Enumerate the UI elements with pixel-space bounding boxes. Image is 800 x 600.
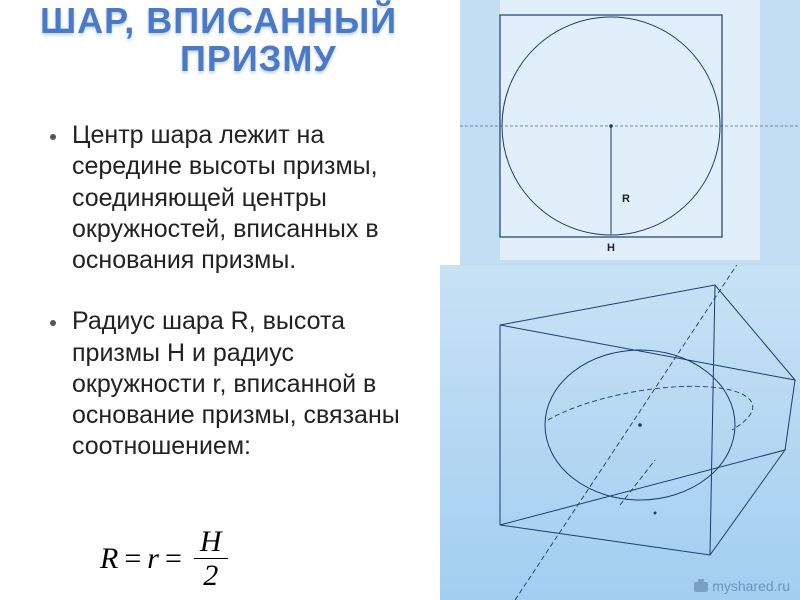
- title-line-2: ПРИЗМУ: [180, 38, 397, 80]
- diagram-top-svg: R H: [460, 0, 800, 270]
- diagram-circle-in-square: R H: [460, 0, 800, 270]
- base-center-dot: [654, 512, 657, 515]
- formula-var-R: R: [100, 542, 118, 576]
- diagram-bottom-svg: [440, 265, 800, 600]
- equals-sign: =: [124, 542, 141, 576]
- prism-base-top: [500, 285, 795, 380]
- label-R: R: [622, 193, 630, 205]
- prism-edge: [785, 380, 795, 450]
- watermark: myshared.ru: [694, 578, 790, 594]
- equals-sign: =: [165, 542, 182, 576]
- sphere-equator-dashed: [548, 386, 753, 430]
- slide-title: ШАР, ВПИСАННЫЙ ПРИЗМУ: [40, 0, 397, 80]
- title-line-1: ШАР, ВПИСАННЫЙ: [40, 0, 397, 42]
- fraction-denominator: 2: [197, 559, 224, 592]
- diagram-sphere-in-prism: myshared.ru: [440, 265, 800, 600]
- list-item: Радиус шара R, высота призмы H и радиус …: [50, 306, 430, 462]
- formula-var-r: r: [147, 542, 159, 576]
- bullet-icon: [50, 320, 56, 326]
- sphere-center-dot: [638, 423, 642, 427]
- bullet-text: Центр шара лежит на середине высоты приз…: [72, 120, 430, 276]
- prism-edge: [710, 285, 715, 555]
- formula: R = r = H 2: [100, 525, 228, 592]
- watermark-text: myshared.ru: [712, 578, 790, 594]
- prism-base-bottom: [500, 450, 785, 555]
- axis-line: [515, 265, 740, 600]
- bullet-icon: [50, 134, 56, 140]
- label-H: H: [607, 242, 615, 254]
- axis-line-2: [620, 460, 655, 505]
- fraction: H 2: [194, 525, 228, 592]
- bullet-list: Центр шара лежит на середине высоты приз…: [50, 120, 430, 493]
- fraction-numerator: H: [194, 525, 228, 559]
- bullet-text: Радиус шара R, высота призмы H и радиус …: [72, 306, 430, 462]
- camera-icon: [694, 582, 708, 592]
- list-item: Центр шара лежит на середине высоты приз…: [50, 120, 430, 276]
